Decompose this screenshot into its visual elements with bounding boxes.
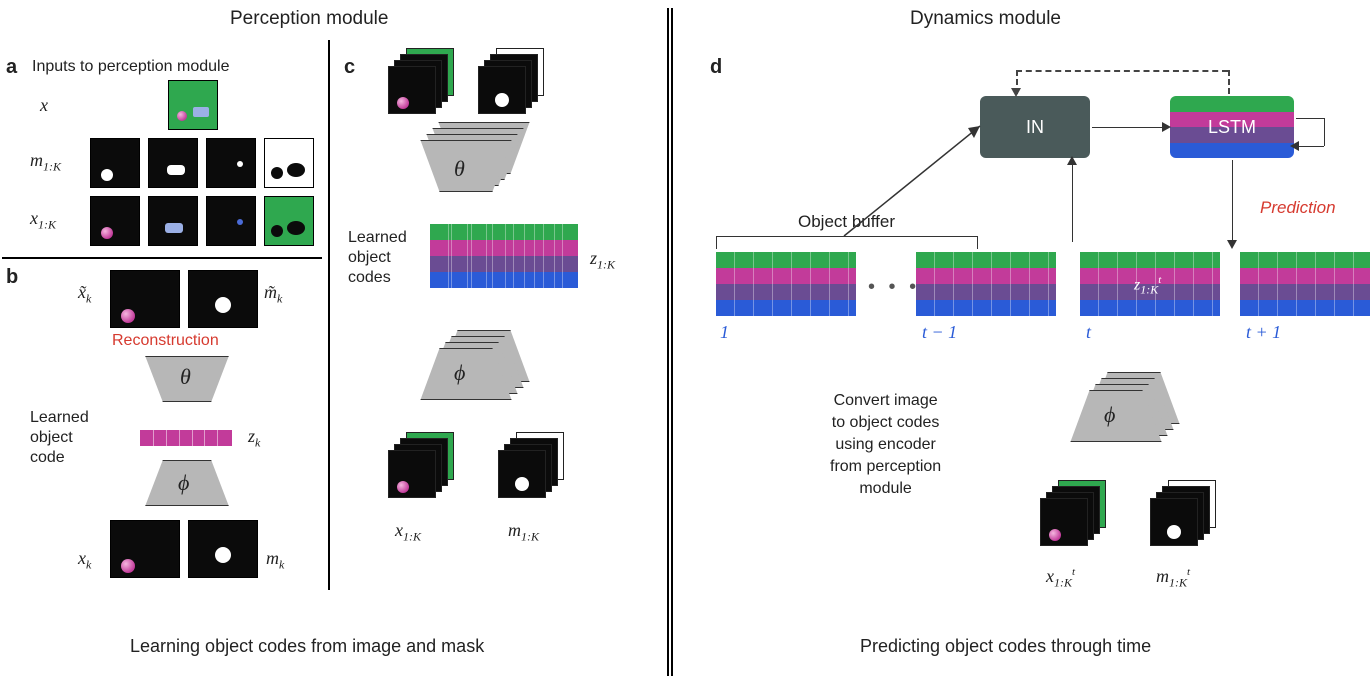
phi-label-d: ϕ [1104, 402, 1115, 428]
tile-x-3 [206, 196, 256, 246]
time-label-tm1: t − 1 [922, 322, 957, 343]
label-c-x1k: x1:K [395, 520, 421, 545]
tile-m-4 [264, 138, 314, 188]
label-z1k: z1:K [590, 248, 615, 273]
learned-codes-label-c: Learnedobjectcodes [348, 228, 407, 288]
label-d-x: x1:Kt [1046, 566, 1075, 591]
time-label-t: t [1086, 322, 1091, 343]
label-mtilde: m̃k [264, 282, 282, 307]
code-panel-t1 [716, 252, 856, 316]
label-xk: xk [78, 548, 91, 573]
vertical-divider [667, 8, 673, 676]
caption-right: Predicting object codes through time [860, 636, 1151, 657]
tile-mtilde [188, 270, 258, 328]
figure-root: Perception module a Inputs to perception… [0, 0, 1370, 684]
phi-label-b: ϕ [178, 470, 189, 496]
label-c-m1k: m1:K [508, 520, 539, 545]
label-x: x [40, 95, 48, 116]
code-panel-tplus1 [1240, 252, 1370, 316]
code-panel-t: z1:Kt [1080, 252, 1220, 316]
tile-mk [188, 520, 258, 578]
panel-d-letter: d [710, 56, 722, 79]
buffer-dots: • • • [868, 276, 920, 299]
tile-m-3 [206, 138, 256, 188]
label-x1k: x1:K [30, 208, 56, 233]
bc-divider [328, 40, 330, 590]
panel-a-letter: a [6, 56, 17, 79]
panel-a-title: Inputs to perception module [32, 58, 229, 76]
dynamics-column: Dynamics module d IN LSTM Prediction [700, 0, 1370, 684]
label-d-m: m1:Kt [1156, 566, 1190, 591]
label-m1k: m1:K [30, 150, 61, 175]
tile-x-1 [90, 196, 140, 246]
panel-b-letter: b [6, 266, 18, 289]
panel-a-divider [2, 257, 322, 259]
time-label-1: 1 [720, 322, 729, 343]
phi-label-c: ϕ [454, 360, 465, 386]
lstm-self-loop [1296, 118, 1324, 119]
perception-title: Perception module [230, 8, 388, 30]
arrow-lstm-to-in-dashed [1016, 70, 1228, 72]
code-panel-tminus1 [916, 252, 1056, 316]
dynamics-title: Dynamics module [910, 8, 1061, 30]
in-box: IN [980, 96, 1090, 158]
code-panel-c [430, 224, 578, 294]
code-strip-zk [140, 430, 232, 446]
panel-c-letter: c [344, 56, 355, 79]
lstm-box: LSTM [1170, 96, 1294, 158]
theta-label-c: θ [454, 156, 465, 182]
tile-x-2 [148, 196, 198, 246]
tile-m-1 [90, 138, 140, 188]
tile-xtilde [110, 270, 180, 328]
perception-column: Perception module a Inputs to perception… [0, 0, 655, 684]
arrow-in-to-lstm [1092, 127, 1168, 128]
tile-m-2 [148, 138, 198, 188]
tile-xk [110, 520, 180, 578]
tile-x-green [168, 80, 218, 130]
convert-text: Convert image to object codes using enco… [830, 390, 941, 500]
theta-label-b: θ [180, 364, 191, 390]
label-mk: mk [266, 548, 284, 573]
reconstruction-label: Reconstruction [112, 332, 219, 350]
tile-x-4 [264, 196, 314, 246]
arrow-buffer-to-in [840, 120, 990, 240]
time-label-tp1: t + 1 [1246, 322, 1281, 343]
caption-left: Learning object codes from image and mas… [130, 636, 484, 657]
prediction-label: Prediction [1260, 198, 1336, 218]
label-zk: zk [248, 426, 260, 451]
label-xtilde: x̃k [78, 282, 91, 307]
learned-code-label-b: Learnedobjectcode [30, 408, 89, 468]
